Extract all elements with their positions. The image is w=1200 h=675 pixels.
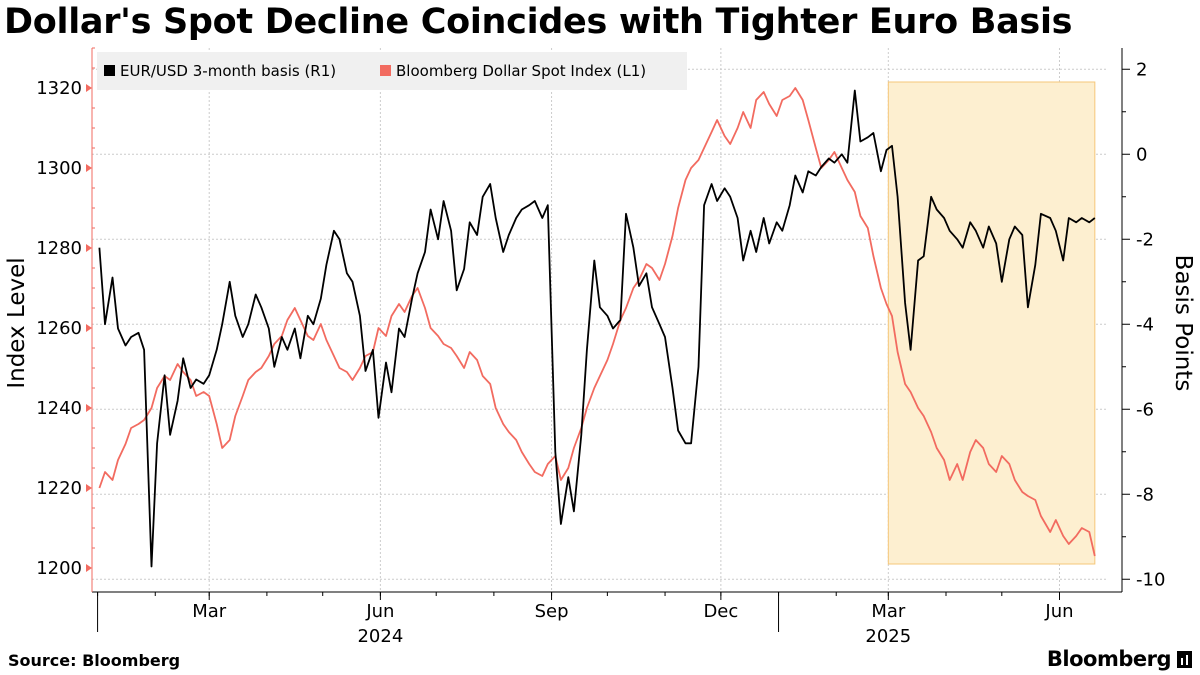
source-note: Source: Bloomberg bbox=[8, 651, 181, 670]
axes: Mar Jun Sep Dec Mar Jun 2024 2025 2 0 -2 -4 -6 -8 -10 1… bbox=[36, 47, 1165, 647]
y-axis-title-right: Basis Points bbox=[1170, 255, 1196, 392]
y-axis-title-left: Index Level bbox=[4, 257, 30, 388]
x-year-label: 2024 bbox=[357, 626, 403, 647]
legend-label-basis: EUR/USD 3-month basis (R1) bbox=[120, 62, 336, 80]
y-tick-label-right: 0 bbox=[1136, 144, 1147, 165]
legend-swatch-basis bbox=[104, 65, 115, 76]
x-tick-label: Dec bbox=[703, 601, 738, 622]
y-tick-label-left: 1260 bbox=[36, 318, 82, 339]
y-tick-label-left: 1280 bbox=[36, 238, 82, 259]
y-tick-label-left: 1320 bbox=[36, 78, 82, 99]
x-year-label: 2025 bbox=[865, 626, 911, 647]
y-tick-left bbox=[86, 404, 92, 412]
bloomberg-terminal-icon bbox=[1177, 650, 1192, 668]
y-tick-left bbox=[86, 164, 92, 172]
x-tick-label: Mar bbox=[871, 601, 906, 622]
x-tick-label: Sep bbox=[535, 601, 569, 622]
x-tick-label: Jun bbox=[1044, 601, 1073, 622]
x-tick-label: Mar bbox=[192, 601, 227, 622]
x-tick-label: Jun bbox=[365, 601, 394, 622]
chart-title: Dollar's Spot Decline Coincides with Tig… bbox=[4, 2, 1073, 42]
eurusd-basis-line bbox=[98, 89, 1096, 568]
y-tick-label-right: -8 bbox=[1136, 484, 1154, 505]
y-tick-left bbox=[86, 244, 92, 252]
y-tick-left bbox=[86, 84, 92, 92]
y-tick-label-left: 1300 bbox=[36, 158, 82, 179]
legend-background bbox=[97, 52, 687, 90]
legend: EUR/USD 3-month basis (R1) Bloomberg Dol… bbox=[97, 52, 687, 90]
brand-name: Bloomberg bbox=[1046, 647, 1172, 671]
y-tick-label-right: -2 bbox=[1136, 229, 1154, 250]
y-tick-label-right: -10 bbox=[1136, 569, 1165, 590]
legend-swatch-dxy bbox=[380, 65, 391, 76]
highlight-region bbox=[887, 81, 1096, 565]
y-tick-left bbox=[86, 564, 92, 572]
y-tick-label-right: 2 bbox=[1136, 59, 1147, 80]
legend-label-dxy: Bloomberg Dollar Spot Index (L1) bbox=[396, 62, 646, 80]
y-tick-label-left: 1220 bbox=[36, 478, 82, 499]
y-tick-left bbox=[86, 484, 92, 492]
brand-logo: Bloomberg bbox=[1047, 647, 1192, 671]
y-tick-label-right: -6 bbox=[1136, 399, 1154, 420]
dollar-spot-index-line bbox=[98, 87, 1096, 557]
y-tick-label-right: -4 bbox=[1136, 314, 1154, 335]
series-layer bbox=[98, 87, 1096, 568]
y-tick-left bbox=[86, 324, 92, 332]
y-tick-label-left: 1240 bbox=[36, 398, 82, 419]
y-tick-label-left: 1200 bbox=[36, 558, 82, 579]
